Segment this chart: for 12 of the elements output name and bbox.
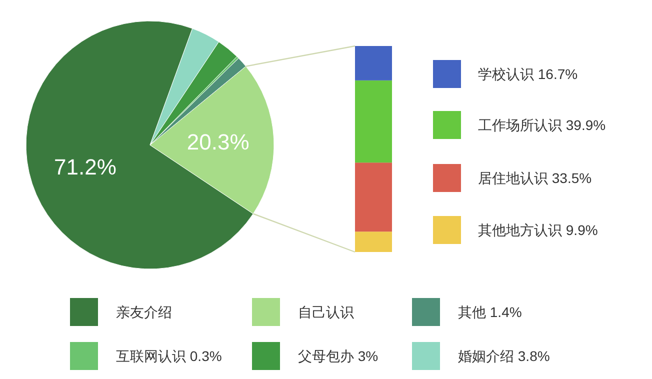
legend-label: 父母包办 3% xyxy=(298,348,378,364)
legend-label: 自己认识 xyxy=(298,304,354,320)
data-label: 71.2% xyxy=(54,154,116,180)
legend-label: 居住地认识 33.5% xyxy=(478,170,592,186)
data-label: 20.3% xyxy=(186,130,250,155)
legend-label: 工作场所认识 39.9% xyxy=(478,117,606,133)
legend-label: 互联网认识 0.3% xyxy=(116,348,222,364)
legend-label: 学校认识 16.7% xyxy=(478,66,578,82)
legend-label: 婚姻介绍 3.8% xyxy=(458,348,550,364)
legend-label: 其他 1.4% xyxy=(458,304,522,320)
legend-label: 其他地方认识 9.9% xyxy=(478,222,598,238)
legend-label: 亲友介绍 xyxy=(116,304,172,320)
